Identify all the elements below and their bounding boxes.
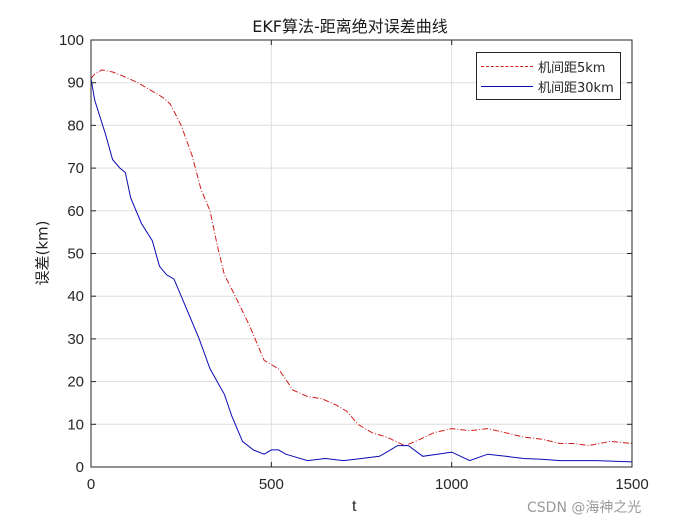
x-axis-label: t <box>352 498 357 515</box>
x-tick-label: 0 <box>87 476 95 493</box>
y-tick-label: 0 <box>76 459 84 476</box>
y-tick-label: 10 <box>67 416 84 433</box>
x-tick-label: 1500 <box>615 476 648 493</box>
y-tick-label: 30 <box>67 331 84 348</box>
solid-line-swatch-icon <box>481 85 533 87</box>
y-tick-label: 80 <box>67 117 84 134</box>
x-tick-label: 500 <box>259 476 284 493</box>
x-tick-label: 1000 <box>435 476 468 493</box>
series-line-0 <box>90 69 633 447</box>
y-tick-label: 70 <box>67 160 84 177</box>
y-tick-label: 90 <box>67 75 84 92</box>
legend-item-5km: 机间距5km <box>481 57 619 76</box>
chart-title: EKF算法-距离绝对误差曲线 <box>252 17 448 36</box>
watermark: CSDN @海神之光 <box>527 500 642 516</box>
y-tick-label: 40 <box>67 288 84 305</box>
legend: 机间距5km 机间距30km <box>476 52 621 100</box>
y-tick-label: 20 <box>67 374 84 391</box>
legend-label: 机间距5km <box>538 60 606 76</box>
y-tick-label: 60 <box>67 203 84 220</box>
series-line-1 <box>90 78 633 467</box>
legend-item-30km: 机间距30km <box>481 77 619 96</box>
y-tick-label: 100 <box>59 32 84 49</box>
dashdot-line-swatch-icon <box>481 65 533 67</box>
y-axis-label: 误差(km) <box>33 220 52 286</box>
y-tick-label: 50 <box>67 246 84 263</box>
legend-label: 机间距30km <box>538 80 614 96</box>
